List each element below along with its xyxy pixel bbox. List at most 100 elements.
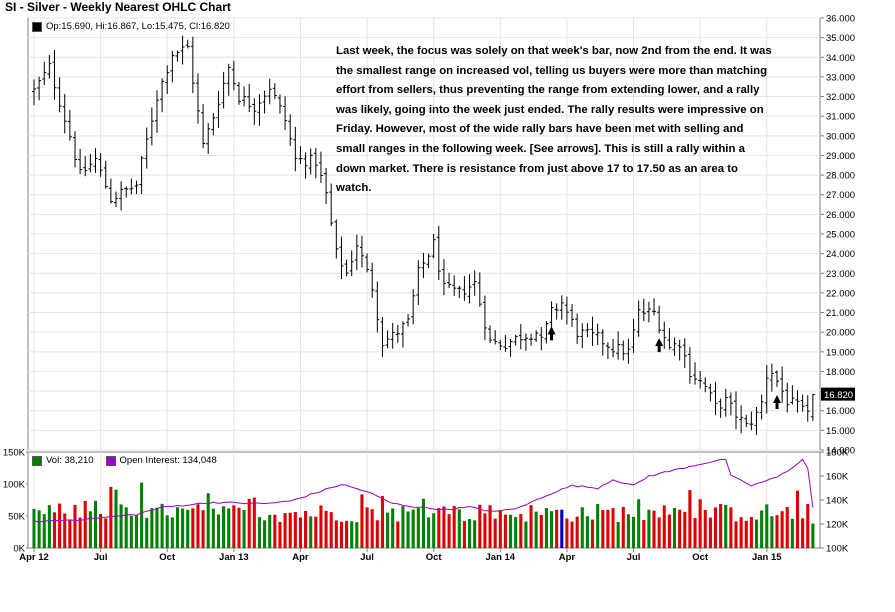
volume-bar xyxy=(227,508,231,548)
up-arrow-icon xyxy=(773,395,782,410)
ohlc-bar xyxy=(385,330,390,349)
ohlc-bar xyxy=(160,78,165,113)
volume-bar xyxy=(539,514,543,548)
ohlc-bar xyxy=(149,107,154,146)
volume-bar xyxy=(519,514,523,548)
volume-bar xyxy=(806,504,810,548)
volume-bar xyxy=(298,517,302,548)
volume-bar xyxy=(211,508,215,548)
volume-bar xyxy=(63,513,67,548)
ohlc-bar xyxy=(72,131,77,168)
volume-bar xyxy=(165,515,169,548)
ohlc-bar xyxy=(221,71,226,109)
ohlc-bar xyxy=(472,270,477,296)
ohlc-bar xyxy=(201,104,206,148)
volume-bar xyxy=(370,509,374,548)
volume-bar xyxy=(273,514,277,548)
ohlc-bar xyxy=(190,36,195,94)
ohlc-bar xyxy=(344,259,349,277)
volume-bar xyxy=(145,517,149,548)
ohlc-bar xyxy=(252,98,257,125)
volume-bar xyxy=(657,517,661,548)
ohlc-bar xyxy=(390,322,395,349)
ohlc-bar xyxy=(293,126,298,172)
ohlc-bar xyxy=(570,304,575,327)
volume-bar xyxy=(355,522,359,548)
volume-bar xyxy=(32,508,36,548)
volume-bar xyxy=(493,518,497,548)
volume-bar xyxy=(801,518,805,548)
price-tick-label: 34.000 xyxy=(826,53,855,64)
volume-bar xyxy=(662,505,666,548)
volume-bar xyxy=(78,517,82,548)
ohlc-bar xyxy=(641,298,646,322)
ohlc-bar xyxy=(354,234,359,271)
ohlc-bar xyxy=(436,225,441,280)
ohlc-bar xyxy=(134,180,139,195)
last-close-marker xyxy=(821,387,855,401)
volume-bar xyxy=(309,516,313,548)
ohlc-bar xyxy=(734,391,739,430)
volume-bar xyxy=(785,506,789,548)
time-tick-label: Oct xyxy=(692,552,709,563)
oi-tick-label: 140K xyxy=(826,496,849,507)
volume-bar xyxy=(278,521,282,548)
volume-bar xyxy=(104,518,108,548)
volume-bar xyxy=(637,499,641,548)
volume-bar xyxy=(350,521,354,548)
analysis-annotation: Last week, the focus was solely on that … xyxy=(336,45,772,195)
volume-bar xyxy=(734,521,738,548)
ohlc-bar xyxy=(672,337,677,356)
volume-bar xyxy=(293,511,297,548)
ohlc-bar xyxy=(416,260,421,306)
volume-bar xyxy=(514,517,518,548)
ohlc-bar xyxy=(800,394,805,412)
ohlc-bar xyxy=(723,388,728,417)
volume-bar xyxy=(678,509,682,548)
price-tick-label: 35.000 xyxy=(826,33,855,44)
ohlc-bar xyxy=(165,65,170,94)
ohlc-bar xyxy=(226,63,231,96)
volume-bar xyxy=(42,514,46,548)
ohlc-bar xyxy=(677,339,682,361)
ohlc-bar xyxy=(108,178,113,204)
price-tick-label: 21.000 xyxy=(826,308,855,319)
volume-bar xyxy=(565,518,569,548)
volume-bar xyxy=(672,507,677,548)
last-close-label: 16.820 xyxy=(824,390,853,401)
ohlc-bar xyxy=(318,151,323,183)
volume-legend-swatch xyxy=(32,455,42,466)
ohlc-bar xyxy=(216,90,221,128)
axes: 14.00015.00016.00017.00018.00019.00020.0… xyxy=(3,14,855,564)
time-tick-label: Jan 15 xyxy=(752,552,782,563)
arrows xyxy=(547,326,782,410)
volume-bar xyxy=(509,514,513,548)
ohlc-bar xyxy=(600,329,605,356)
price-tick-label: 19.000 xyxy=(826,347,855,358)
up-arrow-icon xyxy=(655,338,664,353)
ohlc-bar xyxy=(667,328,672,350)
volume-bar xyxy=(421,498,425,548)
volume-bar xyxy=(524,521,528,548)
ohlc-bar xyxy=(636,300,641,337)
ohlc-bar xyxy=(119,181,124,211)
volume-bar xyxy=(626,514,630,548)
price-tick-label: 23.000 xyxy=(826,269,855,280)
volume-bar xyxy=(550,511,554,548)
ohlc-bar xyxy=(646,301,651,323)
volume-bar xyxy=(83,501,87,548)
ohlc-bar xyxy=(308,148,313,175)
volume-bar xyxy=(155,507,159,548)
ohlc-bar xyxy=(477,272,482,307)
ohlc-bar xyxy=(559,295,564,320)
ohlc-bar xyxy=(154,90,159,133)
ohlc-bar xyxy=(359,235,364,268)
volume-bar xyxy=(345,520,349,548)
volume-bar xyxy=(765,504,769,548)
price-tick-label: 27.000 xyxy=(826,190,855,201)
time-tick-label: Apr xyxy=(292,552,309,563)
ohlc-bar xyxy=(488,325,493,344)
ohlc-bar xyxy=(554,303,559,320)
volume-bar xyxy=(560,509,564,548)
volume-bar xyxy=(263,520,267,548)
